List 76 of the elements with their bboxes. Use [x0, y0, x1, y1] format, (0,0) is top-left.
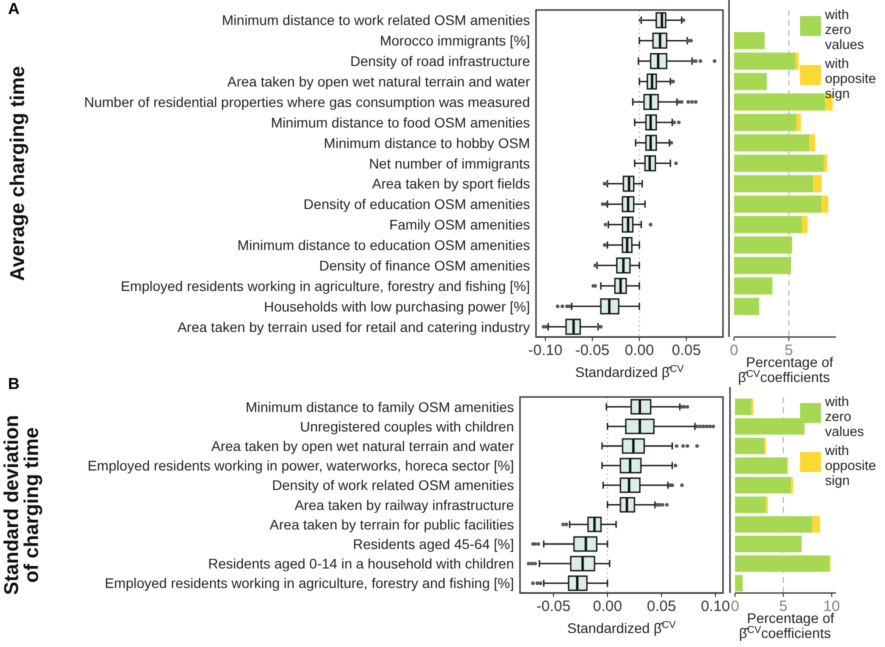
bar — [822, 196, 828, 213]
legend-label: with zero values — [824, 394, 864, 439]
y-tick-label: Minimum distance to work related OSM amenities — [222, 12, 530, 28]
y-tick-label: Employed residents working in agriculture, forestry and fishing [%] — [120, 278, 530, 294]
y-tick-label: Minimum distance to hobby OSM — [324, 134, 530, 151]
x-tick-label: 0.10 — [700, 598, 730, 615]
x-axis-title: Standardized β̂$^{CV}$ — [575, 364, 684, 380]
bar — [812, 175, 822, 192]
x-axis-title: Standardized β̂$^{CV}$ — [567, 620, 676, 636]
y-axis-title: Standard deviation of charging time — [1, 414, 43, 596]
x-tick-label: 0.05 — [646, 598, 676, 615]
y-tick-label: Area taken by terrain used for retail and catering industry — [177, 318, 530, 335]
x-tick-label: -0.10 — [528, 342, 562, 359]
bar — [734, 72, 767, 90]
y-tick-label: Area taken by open wet natural terrain and water — [227, 74, 530, 90]
y-tick-label: Employed residents working in agriculture, forestry and fishing [%] — [104, 575, 514, 592]
y-tick-label: Morocco immigrants [%] — [380, 32, 530, 49]
bar — [735, 555, 830, 572]
y-tick-label: Residents aged 0-14 in a household with children — [208, 556, 514, 572]
y-tick-label: Density of road infrastructure — [350, 53, 530, 70]
bar — [734, 134, 810, 152]
y-tick-label: Area taken by terrain for public facilities — [270, 516, 514, 532]
y-tick-label: Area taken by sport fields — [372, 176, 530, 192]
y-tick-label: Density of finance OSM amenities — [319, 257, 530, 274]
y-tick-label: Area taken by open wet natural terrain and water — [211, 438, 514, 454]
y-tick-label: Minimum distance to food OSM amenities — [270, 114, 530, 130]
y-tick-label: Unregistered couples with children — [300, 418, 514, 434]
bar — [734, 154, 824, 172]
y-tick-label: Employed residents working in power, waterworks, horeca sector [%] — [88, 458, 514, 474]
bar — [734, 175, 813, 192]
bar — [734, 277, 772, 294]
bar — [812, 516, 820, 533]
bar — [735, 438, 764, 454]
bar — [734, 196, 822, 213]
bar — [734, 93, 826, 111]
y-tick-label: Area taken by railway infrastructure — [294, 496, 514, 513]
x-tick-label: 0 — [730, 598, 740, 615]
y-tick-label: Minimum distance to family OSM amenities — [246, 398, 514, 415]
bar — [734, 114, 797, 131]
bar — [734, 256, 792, 274]
bar — [735, 476, 792, 494]
x-tick-label: 0.00 — [592, 598, 622, 615]
bar — [824, 154, 828, 172]
x-tick-label: 0.00 — [624, 342, 654, 359]
x-tick-label: 0 — [730, 342, 738, 359]
y-tick-label: Households with low purchasing power [%] — [264, 298, 530, 314]
bar — [810, 134, 816, 152]
bar — [735, 496, 766, 514]
bar — [734, 298, 760, 315]
bar — [735, 536, 802, 552]
text: A — [8, 1, 20, 18]
bar — [734, 32, 765, 50]
x-tick-label: 0.05 — [672, 342, 701, 359]
bar — [735, 516, 812, 533]
y-tick-label: Density of work related OSM amenities — [272, 477, 514, 494]
legend-label: with opposite sign — [824, 443, 876, 488]
x-tick-label: -0.05 — [536, 598, 571, 615]
bar — [734, 52, 796, 70]
x-tick-label: -0.05 — [575, 342, 610, 359]
legend-label: with opposite sign — [824, 56, 876, 101]
bar — [734, 216, 802, 234]
y-axis-title: Average charging time — [7, 66, 29, 281]
bar — [735, 398, 752, 416]
y-tick-label: Net number of immigrants — [368, 155, 530, 172]
y-tick-label: Family OSM amenities — [389, 216, 530, 233]
y-tick-label: Density of education OSM amenities — [304, 196, 530, 212]
text: B — [8, 376, 20, 393]
y-tick-label: Number of residential properties where gas consumption was measured — [84, 94, 530, 110]
y-tick-label: Residents aged 45-64 [%] — [352, 536, 514, 552]
bar — [796, 114, 801, 131]
legend-label: with zero values — [824, 7, 864, 52]
bar — [802, 216, 808, 234]
bar — [735, 457, 788, 474]
y-tick-label: Minimum distance to education OSM amenities — [237, 237, 530, 254]
bar — [734, 236, 792, 254]
bar — [735, 574, 743, 592]
